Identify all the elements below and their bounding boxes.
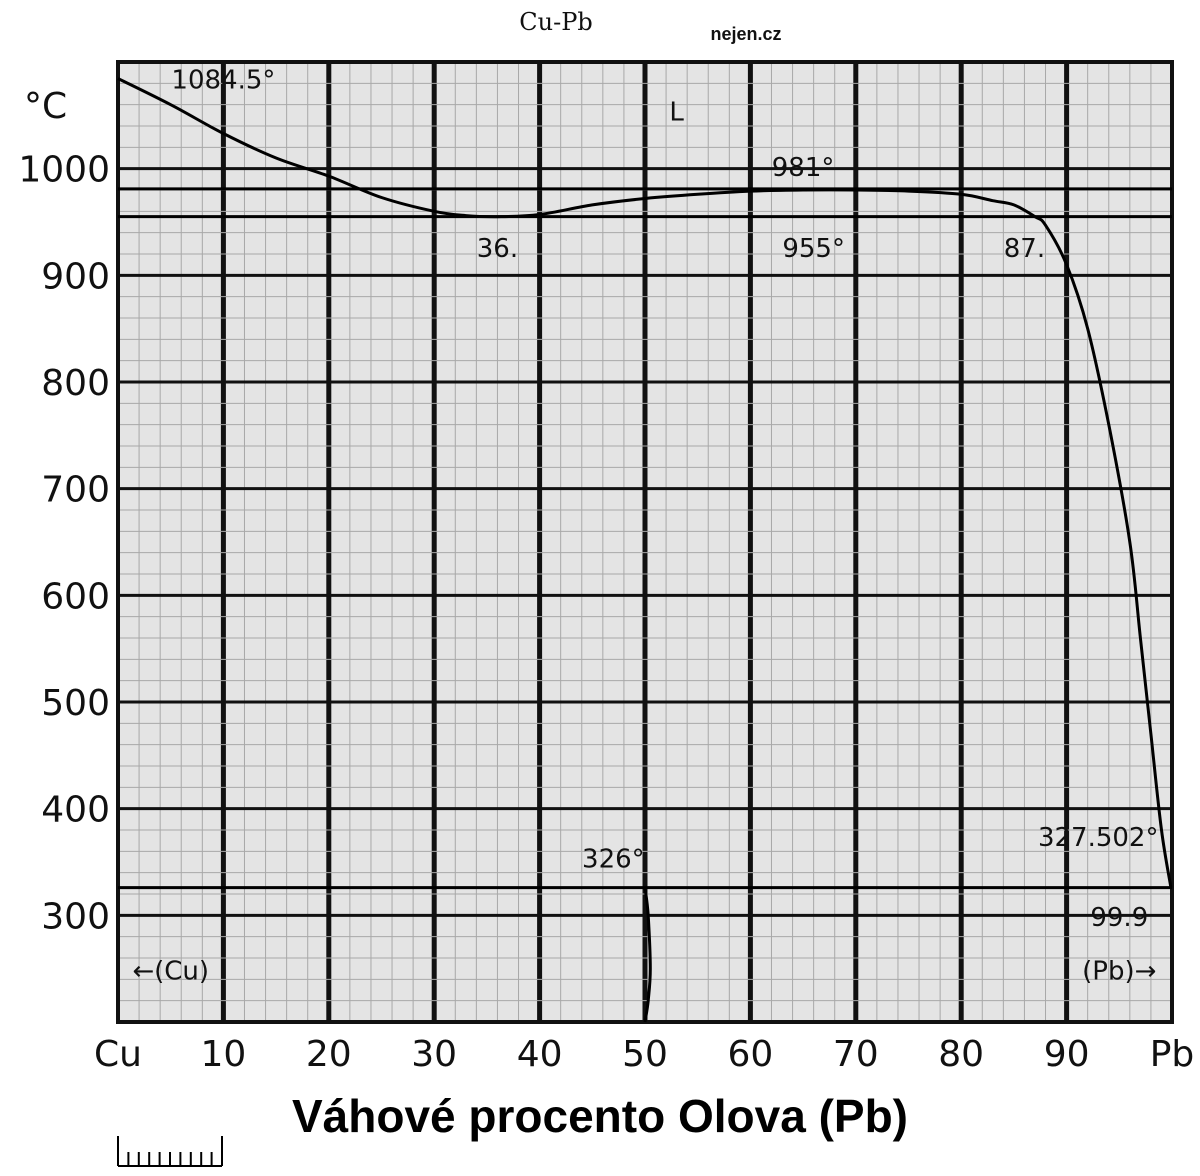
x-tick-label: 20 — [306, 1034, 352, 1075]
grid — [118, 62, 1172, 1022]
annotations: 1084.5° L 981° 36. 955° 87. 326° 327.502° 99.9 ←(… — [132, 66, 1158, 987]
data-annotation: 326° — [582, 844, 645, 874]
data-annotation: 87. — [1004, 234, 1045, 264]
x-axis-label: Váhové procento Olova (Pb) — [292, 1090, 908, 1142]
data-annotation: 36. — [477, 234, 518, 264]
y-tick-label: 400 — [41, 790, 110, 831]
liquidus-curve — [117, 77, 1173, 888]
data-annotation: (Pb)→ — [1082, 956, 1156, 986]
solidus-curve — [643, 887, 652, 1023]
data-annotation: ←(Cu) — [132, 956, 209, 986]
y-tick-label: 900 — [41, 256, 110, 297]
chart-title: Cu-Pb — [519, 8, 592, 36]
x-tick-label: 10 — [200, 1034, 246, 1075]
x-tick-label: 30 — [411, 1034, 457, 1075]
data-annotation: 981° — [772, 153, 835, 183]
x-tick-label: 80 — [938, 1034, 984, 1075]
y-axis-label: °C — [24, 86, 67, 127]
tick-labels: Cu 10 20 30 40 50 60 70 80 90 Pb 300 400 500 600 700 800… — [18, 150, 1194, 1075]
y-tick-label: 700 — [41, 470, 110, 511]
x-tick-label: Pb — [1150, 1034, 1195, 1075]
y-tick-label: 1000 — [18, 150, 110, 191]
y-tick-label: 500 — [41, 683, 110, 724]
y-tick-label: 600 — [41, 576, 110, 617]
x-tick-label: 40 — [517, 1034, 563, 1075]
x-tick-label: 60 — [727, 1034, 773, 1075]
data-annotation: 1084.5° — [171, 66, 275, 96]
data-annotation: L — [669, 98, 684, 128]
data-annotation: 99.9 — [1090, 903, 1148, 933]
x-tick-label: Cu — [94, 1034, 142, 1075]
x-tick-label: 70 — [833, 1034, 879, 1075]
x-tick-label: 50 — [622, 1034, 668, 1075]
data-annotation: 327.502° — [1038, 823, 1159, 853]
x-tick-label: 90 — [1044, 1034, 1090, 1075]
y-tick-label: 300 — [41, 896, 110, 937]
y-tick-label: 800 — [41, 363, 110, 404]
watermark: nejen.cz — [710, 24, 781, 44]
data-annotation: 955° — [782, 234, 845, 264]
liquidus-curves — [117, 77, 1173, 1023]
scale-bar — [117, 1136, 223, 1167]
